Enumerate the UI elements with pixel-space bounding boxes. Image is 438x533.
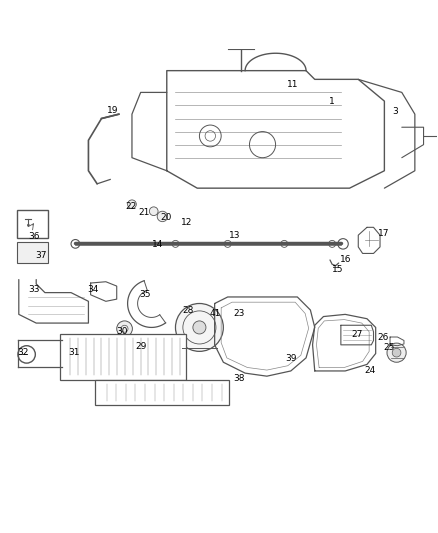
Text: 27: 27 xyxy=(352,330,363,339)
FancyBboxPatch shape xyxy=(95,380,230,405)
Text: 20: 20 xyxy=(160,213,172,222)
Circle shape xyxy=(71,239,80,248)
Text: 32: 32 xyxy=(18,348,29,357)
Text: 39: 39 xyxy=(285,354,297,364)
Text: 33: 33 xyxy=(28,285,40,294)
Text: 30: 30 xyxy=(117,327,128,336)
Text: 22: 22 xyxy=(125,203,137,212)
Circle shape xyxy=(127,200,136,208)
Text: 26: 26 xyxy=(378,333,389,342)
FancyBboxPatch shape xyxy=(60,334,186,379)
Circle shape xyxy=(338,239,348,249)
Circle shape xyxy=(392,349,401,357)
Circle shape xyxy=(27,224,30,227)
FancyBboxPatch shape xyxy=(18,241,48,263)
Text: 23: 23 xyxy=(233,309,244,318)
Text: 14: 14 xyxy=(152,240,164,249)
Text: 31: 31 xyxy=(69,348,80,357)
Text: 11: 11 xyxy=(287,80,299,89)
Text: 28: 28 xyxy=(182,306,193,316)
Text: 3: 3 xyxy=(392,108,398,117)
Text: 12: 12 xyxy=(180,219,192,228)
Circle shape xyxy=(157,211,168,222)
Text: 35: 35 xyxy=(139,290,151,300)
Text: 36: 36 xyxy=(28,232,40,241)
Text: 38: 38 xyxy=(233,374,244,383)
Circle shape xyxy=(117,321,132,336)
Text: 24: 24 xyxy=(365,366,376,375)
Text: 1: 1 xyxy=(329,98,335,107)
FancyBboxPatch shape xyxy=(17,211,47,238)
Text: 37: 37 xyxy=(35,251,46,260)
Text: 34: 34 xyxy=(87,285,99,294)
Text: 19: 19 xyxy=(106,106,118,115)
Text: 29: 29 xyxy=(135,342,146,351)
Text: 21: 21 xyxy=(138,208,150,217)
Circle shape xyxy=(387,343,406,362)
Text: 41: 41 xyxy=(210,309,221,318)
Circle shape xyxy=(193,321,206,334)
Circle shape xyxy=(149,207,158,215)
Text: 25: 25 xyxy=(383,343,395,352)
Text: 13: 13 xyxy=(229,231,240,240)
Circle shape xyxy=(176,303,223,351)
Text: 16: 16 xyxy=(340,255,352,264)
Text: 15: 15 xyxy=(332,265,343,274)
Text: 17: 17 xyxy=(378,229,389,238)
